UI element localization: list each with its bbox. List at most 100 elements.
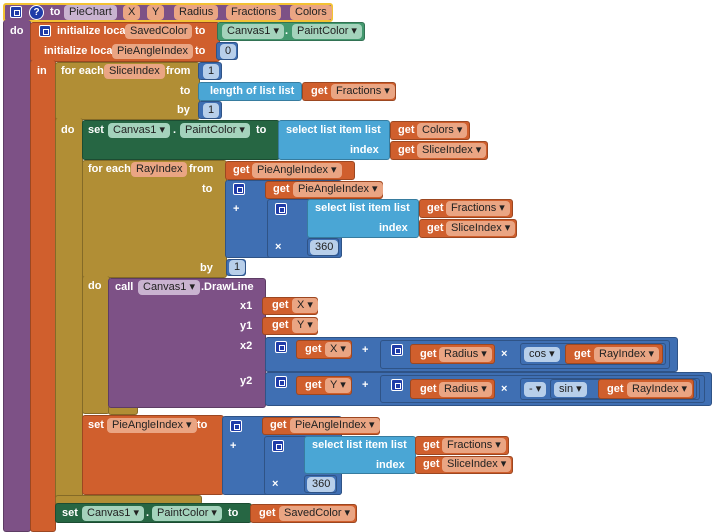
- times-label: ×: [272, 478, 279, 490]
- for-each-ray-block[interactable]: [82, 160, 227, 278]
- var-dropdown[interactable]: Radius ▾: [439, 382, 492, 397]
- get-label: get: [420, 383, 437, 395]
- to-label: to: [195, 45, 206, 57]
- var-dropdown[interactable]: RayIndex ▾: [627, 382, 693, 397]
- var-dropdown[interactable]: Y ▾: [325, 378, 351, 393]
- to-label: to: [197, 419, 208, 431]
- get-label: get: [259, 507, 276, 519]
- select-list-item-label: select list item list: [315, 202, 410, 214]
- to-label: to: [228, 507, 239, 519]
- mutator-icon[interactable]: [275, 376, 287, 388]
- var-dropdown[interactable]: SliceIndex ▾: [417, 143, 487, 158]
- mutator-icon[interactable]: [39, 25, 51, 37]
- get-label: get: [272, 319, 289, 331]
- var-dropdown[interactable]: Fractions ▾: [442, 438, 506, 453]
- var-dropdown[interactable]: PieAngleIndex ▾: [107, 418, 197, 433]
- call-drawline-block[interactable]: [108, 278, 266, 408]
- negate-dropdown[interactable]: - ▾: [524, 382, 547, 397]
- get-label: get: [233, 164, 250, 176]
- mutator-icon[interactable]: [233, 183, 245, 195]
- var-dropdown[interactable]: SliceIndex ▾: [446, 221, 516, 236]
- select-list-item-block[interactable]: [304, 436, 416, 474]
- to-label: to: [180, 85, 191, 97]
- var-dropdown[interactable]: Radius ▾: [439, 347, 492, 362]
- local-var-savedcolor[interactable]: SavedColor: [125, 24, 193, 39]
- do-label: do: [10, 25, 24, 37]
- index-label: index: [376, 459, 405, 471]
- param-y[interactable]: Y: [147, 5, 165, 20]
- var-dropdown[interactable]: PieAngleIndex ▾: [293, 182, 383, 197]
- mutator-icon[interactable]: [391, 379, 403, 391]
- dot-label: .: [285, 25, 289, 37]
- procedure-name[interactable]: PieChart: [64, 5, 117, 20]
- get-label: get: [607, 383, 624, 395]
- mutator-icon[interactable]: [10, 6, 22, 18]
- init-local-label: initialize local: [57, 25, 129, 37]
- call-label: call: [115, 281, 134, 293]
- var-dropdown[interactable]: Fractions ▾: [446, 201, 510, 216]
- get-label: get: [273, 183, 290, 195]
- to-label: to: [256, 124, 267, 136]
- number-value[interactable]: 360: [310, 240, 339, 255]
- sin-dropdown[interactable]: sin ▾: [554, 382, 587, 397]
- number-value[interactable]: 1: [229, 260, 246, 275]
- mutator-icon[interactable]: [275, 203, 287, 215]
- get-label: get: [305, 343, 322, 355]
- procedure-body-rail: [3, 20, 31, 532]
- plus-label: +: [233, 203, 240, 215]
- param-x[interactable]: X: [123, 5, 141, 20]
- get-label: get: [427, 202, 444, 214]
- in-label: in: [37, 65, 47, 77]
- times-label: ×: [501, 348, 508, 360]
- by-label: by: [200, 262, 213, 274]
- number-value[interactable]: 0: [220, 44, 237, 59]
- number-value[interactable]: 1: [203, 103, 220, 118]
- property-dropdown[interactable]: PaintColor ▾: [180, 123, 250, 138]
- var-dropdown[interactable]: Fractions ▾: [331, 84, 395, 99]
- param-colors[interactable]: Colors: [290, 5, 332, 20]
- cos-dropdown[interactable]: cos ▾: [524, 347, 560, 362]
- var-dropdown[interactable]: X ▾: [292, 298, 318, 313]
- number-value[interactable]: 1: [203, 64, 220, 79]
- for-each-body-rail: [55, 118, 83, 498]
- component-dropdown[interactable]: Canvas1 ▾: [222, 24, 284, 39]
- get-label: get: [270, 419, 287, 431]
- var-dropdown[interactable]: X ▾: [325, 342, 351, 357]
- index-label: index: [350, 144, 379, 156]
- property-dropdown[interactable]: PaintColor ▾: [152, 506, 222, 521]
- do-label: do: [61, 124, 75, 136]
- property-dropdown[interactable]: PaintColor ▾: [292, 24, 362, 39]
- param-fractions[interactable]: Fractions: [226, 5, 282, 20]
- loop-var-rayindex[interactable]: RayIndex: [131, 162, 188, 177]
- component-dropdown[interactable]: Canvas1 ▾: [138, 280, 200, 295]
- for-each-label: for each: [61, 65, 104, 77]
- number-value[interactable]: 360: [307, 477, 336, 492]
- component-dropdown[interactable]: Canvas1 ▾: [108, 123, 170, 138]
- length-of-list-block[interactable]: [198, 82, 302, 101]
- to-label: to: [50, 6, 61, 18]
- mutator-icon[interactable]: [230, 420, 242, 432]
- var-dropdown[interactable]: PieAngleIndex ▾: [252, 163, 342, 178]
- component-dropdown[interactable]: Canvas1 ▾: [82, 506, 144, 521]
- loop-var-sliceindex[interactable]: SliceIndex: [104, 64, 165, 79]
- mutator-icon[interactable]: [275, 341, 287, 353]
- select-list-item-block[interactable]: [278, 120, 390, 160]
- mutator-icon[interactable]: [272, 440, 284, 452]
- var-dropdown[interactable]: Y ▾: [292, 318, 318, 333]
- to-label: to: [202, 183, 213, 195]
- select-list-item-block[interactable]: [307, 199, 419, 238]
- var-dropdown[interactable]: RayIndex ▾: [594, 347, 660, 362]
- param-radius[interactable]: Radius: [174, 5, 219, 20]
- var-dropdown[interactable]: PieAngleIndex ▾: [290, 418, 380, 433]
- var-dropdown[interactable]: SavedColor ▾: [279, 506, 356, 521]
- for-each-body-rail: [82, 276, 110, 414]
- help-icon[interactable]: ?: [29, 5, 44, 20]
- var-dropdown[interactable]: SliceIndex ▾: [442, 457, 512, 472]
- plus-label: +: [230, 440, 237, 452]
- local-var-pieangleindex[interactable]: PieAngleIndex: [112, 44, 193, 59]
- var-dropdown[interactable]: Colors ▾: [417, 123, 468, 138]
- get-label: get: [427, 222, 444, 234]
- mutator-icon[interactable]: [391, 344, 403, 356]
- select-list-item-label: select list item list: [286, 124, 381, 136]
- length-of-list-label: length of list list: [210, 85, 295, 97]
